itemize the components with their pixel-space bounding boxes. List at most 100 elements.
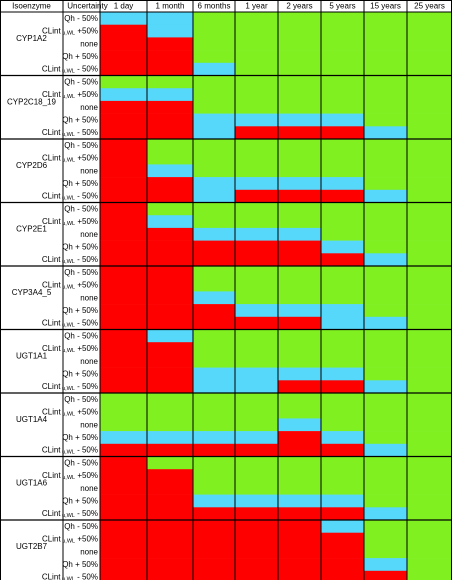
cell-CYP2E1-r1-c2 [193,215,235,229]
cell-CYP2D6-r3-c3 [235,177,278,191]
cell-CYP3A4_5-r4-c1 [147,316,193,330]
uncertainty-label-UGT1A6-4: CLint u,WL - 50% [42,509,98,519]
cell-CYP1A2-r1-c2 [193,24,235,38]
cell-CYP3A4_5-r0-c4 [278,266,321,279]
cell-CYP2D6-r1-c2 [193,151,235,165]
cell-CYP2E1-r1-c0 [100,215,147,229]
cell-UGT2B7-r4-c7 [407,570,452,580]
cell-UGT1A4-r4-c0 [100,443,147,457]
cell-CYP1A2-r3-c1 [147,50,193,64]
cell-CYP2C18_19-r0-c6 [364,75,407,89]
uncertainty-label-UGT1A1-3: Qh + 50% [62,370,98,379]
cell-UGT2B7-r2-c6 [364,545,407,559]
cell-UGT1A1-r1-c1 [147,342,193,356]
cell-UGT1A6-r4-c0 [100,507,147,521]
header-uncertainty: Uncertainty [67,2,107,11]
cell-CYP2E1-r0-c5 [321,202,364,216]
cell-UGT2B7-r1-c1 [147,532,193,546]
uncertainty-label-UGT1A6-2: none [80,484,98,493]
cell-UGT1A1-r1-c6 [364,342,407,356]
cell-UGT1A1-r2-c6 [364,354,407,368]
cell-CYP2E1-r3-c6 [364,240,407,254]
cell-CYP2E1-r2-c0 [100,227,147,241]
cell-CYP2D6-r2-c4 [278,164,321,178]
group-label-CYP2D6: CYP2D6 [16,161,48,170]
cell-CYP2C18_19-r4-c1 [147,126,193,140]
cell-CYP2E1-r2-c4 [278,227,321,241]
cell-UGT1A4-r0-c2 [193,393,235,406]
cell-CYP2E1-r3-c1 [147,240,193,254]
cell-UGT2B7-r3-c4 [278,558,321,572]
cell-UGT1A6-r0-c0 [100,456,147,470]
cell-CYP2C18_19-r1-c1 [147,88,193,102]
cell-CYP1A2-r4-c7 [407,62,452,76]
cell-UGT1A1-r1-c3 [235,342,278,356]
uncertainty-label-UGT1A1-2: none [80,357,98,366]
cell-UGT1A6-r3-c1 [147,494,193,508]
cell-CYP2D6-r2-c7 [407,164,452,178]
cell-CYP2C18_19-r3-c4 [278,113,321,127]
cell-CYP2E1-r2-c2 [193,227,235,241]
cell-UGT1A6-r1-c0 [100,469,147,483]
cell-CYP3A4_5-r4-c3 [235,316,278,330]
cell-UGT1A6-r2-c6 [364,481,407,495]
cell-CYP3A4_5-r0-c5 [321,266,364,279]
cell-CYP2D6-r4-c2 [193,189,235,203]
cell-UGT1A1-r0-c7 [407,329,452,343]
cell-CYP1A2-r1-c4 [278,24,321,38]
cell-CYP2E1-r4-c7 [407,253,452,267]
cell-UGT2B7-r3-c5 [321,558,364,572]
cell-CYP1A2-r1-c7 [407,24,452,38]
cell-CYP3A4_5-r1-c2 [193,278,235,292]
uncertainty-label-CYP2E1-0: Qh - 50% [64,204,98,213]
group-label-UGT1A6: UGT1A6 [16,478,48,487]
cell-CYP2C18_19-r1-c7 [407,88,452,102]
uncertainty-label-UGT1A6-3: Qh + 50% [62,497,98,506]
cell-CYP1A2-r2-c2 [193,37,235,51]
cell-UGT2B7-r4-c3 [235,570,278,580]
cell-CYP3A4_5-r4-c4 [278,316,321,330]
cell-UGT1A4-r3-c0 [100,431,147,445]
cell-UGT2B7-r3-c2 [193,558,235,572]
cell-CYP2D6-r0-c4 [278,139,321,152]
cell-UGT2B7-r1-c7 [407,532,452,546]
cell-CYP2C18_19-r1-c2 [193,88,235,102]
cell-UGT1A6-r2-c5 [321,481,364,495]
cell-UGT1A4-r2-c2 [193,418,235,432]
cell-UGT2B7-r1-c2 [193,532,235,546]
group-label-CYP1A2: CYP1A2 [16,34,47,43]
uncertainty-label-CYP2C18_19-3: Qh + 50% [62,116,98,125]
cell-CYP3A4_5-r4-c2 [193,316,235,330]
cell-CYP2E1-r4-c5 [321,253,364,267]
cell-CYP3A4_5-r3-c5 [321,304,364,318]
cell-CYP1A2-r0-c4 [278,12,321,25]
cell-UGT2B7-r3-c3 [235,558,278,572]
cell-UGT1A6-r1-c5 [321,469,364,483]
cell-UGT1A4-r3-c2 [193,431,235,445]
uncertainty-label-CYP3A4_5-3: Qh + 50% [62,306,98,315]
cell-CYP2C18_19-r0-c5 [321,75,364,89]
cell-UGT1A1-r3-c7 [407,367,452,381]
cell-CYP2C18_19-r1-c0 [100,88,147,102]
cell-UGT1A1-r0-c6 [364,329,407,343]
uncertainty-label-UGT2B7-1: CLint u,WL +50% [42,535,98,545]
cell-UGT1A1-r4-c0 [100,380,147,394]
cell-CYP1A2-r2-c3 [235,37,278,51]
cell-UGT1A6-r0-c4 [278,456,321,470]
group-label-UGT1A4: UGT1A4 [16,415,48,424]
cell-CYP3A4_5-r0-c6 [364,266,407,279]
cell-CYP2C18_19-r1-c3 [235,88,278,102]
cell-CYP2C18_19-r2-c7 [407,100,452,114]
cell-UGT1A4-r4-c4 [278,443,321,457]
cell-UGT2B7-r0-c7 [407,520,452,533]
cell-UGT1A4-r3-c3 [235,431,278,445]
cell-CYP2E1-r0-c1 [147,202,193,216]
cell-CYP2E1-r0-c0 [100,202,147,216]
cell-UGT1A4-r3-c4 [278,431,321,445]
uncertainty-label-UGT1A1-1: CLint u,WL +50% [42,344,98,354]
cell-CYP1A2-r4-c0 [100,62,147,76]
cell-CYP2C18_19-r4-c0 [100,126,147,140]
cell-UGT1A4-r1-c1 [147,405,193,419]
cell-CYP2C18_19-r2-c5 [321,100,364,114]
cell-CYP1A2-r4-c5 [321,62,364,76]
